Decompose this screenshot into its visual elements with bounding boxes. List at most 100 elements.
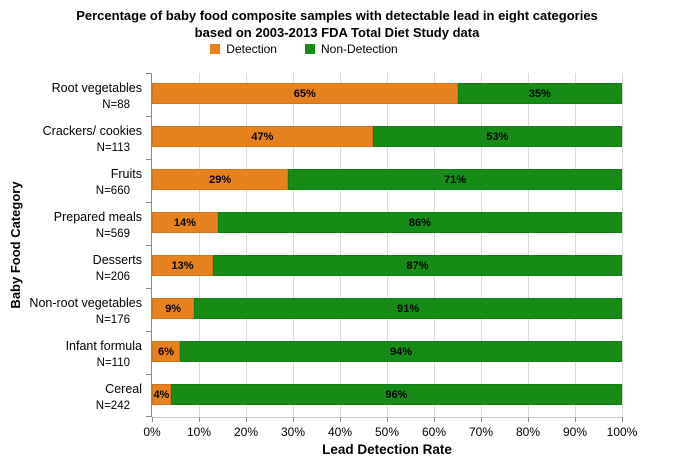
- gridline: [481, 73, 482, 417]
- gridline: [434, 73, 435, 417]
- gridline: [246, 73, 247, 417]
- category-label: Desserts: [92, 253, 142, 267]
- x-tick-mark: [433, 417, 435, 422]
- y-tick-mark: [146, 288, 151, 289]
- x-tick-mark: [292, 417, 294, 422]
- stacked-bar: 14% 86%: [152, 212, 622, 233]
- bar-segment-detection: 14%: [152, 212, 218, 233]
- y-axis-line: [151, 73, 152, 417]
- chart-row: Prepared meals N=569 14% 86%: [0, 202, 622, 245]
- bar-segment-non-detection: 86%: [217, 212, 622, 233]
- sample-size-label: N=176: [95, 314, 130, 326]
- bar-segment-non-detection: 87%: [213, 255, 622, 276]
- x-tick-mark: [574, 417, 576, 422]
- bar-value-label: 6%: [158, 345, 175, 358]
- bar-value-label: 29%: [209, 173, 232, 186]
- chart-row: Desserts N=206 13% 87%: [0, 245, 622, 288]
- category-label: Crackers/ cookies: [42, 124, 142, 138]
- x-tick-mark: [339, 417, 341, 422]
- chart-body: 0% 10% 20% 30% 40% 50% 60% 70% 80% 90% 100% Root v…: [0, 73, 637, 439]
- bar-value-label: 4%: [153, 388, 170, 401]
- category-label: Cereal: [105, 382, 142, 396]
- sample-size-label: N=206: [95, 271, 130, 283]
- bar-value-label: 47%: [251, 130, 274, 143]
- category-label-block: Crackers/ cookies N=113: [0, 124, 142, 155]
- gridline: [528, 73, 529, 417]
- x-tick-label: 10%: [186, 425, 212, 439]
- bar-segment-detection: 29%: [152, 169, 289, 190]
- y-tick-mark: [146, 202, 151, 203]
- x-tick-label: 90%: [562, 425, 588, 439]
- x-tick-label: 100%: [606, 425, 638, 439]
- bar-value-label: 87%: [406, 259, 429, 272]
- detection-swatch-icon: [210, 44, 221, 54]
- category-label: Non-root vegetables: [29, 296, 142, 310]
- sample-size-label: N=88: [102, 99, 130, 111]
- bar-segment-non-detection: 71%: [288, 169, 622, 190]
- category-label-block: Infant formula N=110: [0, 339, 142, 370]
- bar-segment-detection: 4%: [152, 384, 171, 405]
- bar-value-label: 14%: [173, 216, 196, 229]
- bar-segment-detection: 13%: [152, 255, 214, 276]
- bar-value-label: 65%: [293, 87, 316, 100]
- gridline: [199, 73, 200, 417]
- category-label-block: Fruits N=660: [0, 167, 142, 198]
- category-label-block: Non-root vegetables N=176: [0, 296, 142, 327]
- y-tick-mark: [146, 374, 151, 375]
- gridline: [387, 73, 388, 417]
- legend-item-non-detection: Non-Detection: [304, 42, 398, 56]
- legend-label-non-detection: Non-Detection: [320, 42, 398, 56]
- chart-row: Cereal N=242 4% 96%: [0, 374, 622, 417]
- stacked-bar: 47% 53%: [152, 126, 622, 147]
- legend-label-detection: Detection: [226, 42, 277, 56]
- bar-value-label: 9%: [165, 302, 182, 315]
- gridline: [293, 73, 294, 417]
- category-label-block: Desserts N=206: [0, 253, 142, 284]
- x-tick-mark: [151, 417, 153, 422]
- x-tick-mark: [245, 417, 247, 422]
- category-label-block: Prepared meals N=569: [0, 210, 142, 241]
- gridline: [622, 73, 623, 417]
- chart-title-line1: Percentage of baby food composite sample…: [76, 8, 598, 23]
- x-tick-label: 80%: [515, 425, 541, 439]
- bar-segment-non-detection: 91%: [194, 298, 622, 319]
- category-label: Fruits: [110, 167, 142, 181]
- category-label: Prepared meals: [53, 210, 142, 224]
- stacked-bar: 9% 91%: [152, 298, 622, 319]
- chart-row: Crackers/ cookies N=113 47% 53%: [0, 116, 622, 159]
- category-label-block: Cereal N=242: [0, 382, 142, 413]
- bar-segment-non-detection: 35%: [457, 83, 622, 104]
- x-tick-mark: [621, 417, 623, 422]
- stacked-bar: 65% 35%: [152, 83, 622, 104]
- y-tick-mark: [146, 331, 151, 332]
- gridline: [575, 73, 576, 417]
- category-label-block: Root vegetables N=88: [0, 81, 142, 112]
- bar-segment-detection: 9%: [152, 298, 195, 319]
- bar-value-label: 53%: [486, 130, 509, 143]
- sample-size-label: N=660: [95, 185, 130, 197]
- x-tick-mark: [527, 417, 529, 422]
- bar-value-label: 94%: [390, 345, 413, 358]
- chart-row: Non-root vegetables N=176 9% 91%: [0, 288, 622, 331]
- y-tick-mark: [146, 416, 151, 417]
- sample-size-label: N=569: [95, 228, 130, 240]
- bar-segment-non-detection: 94%: [180, 341, 622, 362]
- x-tick-label: 50%: [374, 425, 400, 439]
- x-tick-label: 0%: [143, 425, 161, 439]
- non-detection-swatch-icon: [304, 44, 315, 54]
- chart-row: Root vegetables N=88 65% 35%: [0, 73, 622, 116]
- plot-area: 0% 10% 20% 30% 40% 50% 60% 70% 80% 90% 100%: [143, 73, 637, 439]
- sample-size-label: N=113: [96, 142, 130, 154]
- bar-value-label: 91%: [397, 302, 420, 315]
- category-label: Infant formula: [65, 339, 142, 353]
- y-tick-mark: [146, 73, 151, 74]
- sample-size-label: N=110: [96, 357, 130, 369]
- bar-segment-detection: 65%: [152, 83, 458, 104]
- legend-item-detection: Detection: [210, 42, 277, 56]
- x-tick-label: 20%: [233, 425, 259, 439]
- chart-title: Percentage of baby food composite sample…: [0, 7, 674, 41]
- x-tick-mark: [198, 417, 200, 422]
- x-tick-mark: [480, 417, 482, 422]
- stacked-bar: 29% 71%: [152, 169, 622, 190]
